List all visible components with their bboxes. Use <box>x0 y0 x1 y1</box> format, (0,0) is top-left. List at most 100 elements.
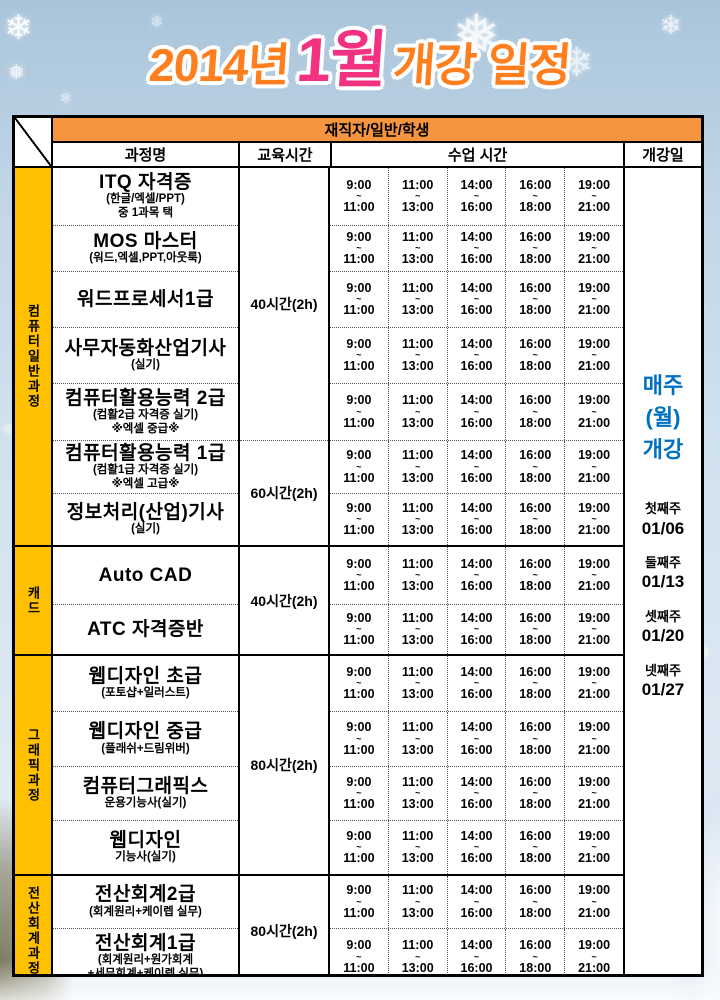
time-row: 9:00 ~11:00 11:00 ~13:00 14:00 ~16:00 16:00 ~18… <box>330 876 623 928</box>
tilde-separator: ~ <box>356 191 362 201</box>
time-row: 9:00 ~11:00 11:00 ~13:00 14:00 ~16:00 16:00 ~18… <box>330 493 623 545</box>
time-end: 11:00 <box>343 960 375 974</box>
course-column: 전산회계2급 (회계원리+케이렙 실무) 전산회계1급 (회계원리+원가회계 +세무회계… <box>53 876 238 974</box>
tilde-separator: ~ <box>356 733 362 744</box>
time-start: 9:00 <box>346 610 372 625</box>
time-start: 14:00 <box>460 448 493 462</box>
course-title: 전산회계2급 <box>95 884 196 906</box>
course-subtitle: ※엑셀 고급※ <box>111 477 180 490</box>
tilde-separator: ~ <box>356 570 362 580</box>
course-cell: ATC 자격증반 <box>53 604 238 654</box>
time-end: 18:00 <box>519 633 552 647</box>
tilde-separator: ~ <box>473 896 480 907</box>
course-cell: 정보처리(산업)기사 (실기) <box>53 493 238 545</box>
title-year: 2014년 <box>147 39 291 91</box>
time-slot-cell: 9:00 ~11:00 <box>330 656 388 711</box>
course-subtitle: (컴활1급 자격증 실기) <box>92 463 199 476</box>
course-subtitle: ※엑셀 중급※ <box>111 422 180 435</box>
time-end: 16:00 <box>460 359 493 373</box>
course-cell: 전산회계1급 (회계원리+원가회계 +세무회계+케이렙 실무) <box>53 928 238 974</box>
course-cell: 웹디자인 기능사(실기) <box>53 820 238 874</box>
time-slot-cell: 16:00 ~18:00 <box>505 494 564 545</box>
time-row: 9:00 ~11:00 11:00 ~13:00 14:00 ~16:00 16:00 ~18… <box>330 820 623 874</box>
time-start: 16:00 <box>519 774 552 789</box>
time-grid: 9:00 ~11:00 11:00 ~13:00 14:00 ~16:00 16:00 ~18… <box>330 547 623 654</box>
time-end: 13:00 <box>401 742 434 757</box>
time-start: 11:00 <box>402 500 434 515</box>
time-end: 11:00 <box>343 359 375 373</box>
time-row: 9:00 ~11:00 11:00 ~13:00 14:00 ~16:00 16:00 ~18… <box>330 604 623 654</box>
course-cell: 사무자동화산업기사 (실기) <box>53 327 238 383</box>
time-slot-cell: 11:00 ~13:00 <box>387 767 447 820</box>
course-subtitle: (포토샵+일러스트) <box>101 687 190 700</box>
time-slot-cell: 16:00 ~18:00 <box>505 821 564 874</box>
tilde-separator: ~ <box>415 624 421 634</box>
course-title: 웹디자인 중급 <box>88 721 203 743</box>
time-slot-cell: 9:00 ~11:00 <box>330 821 388 874</box>
time-slot-cell: 9:00 ~11:00 <box>330 767 388 820</box>
time-start: 14:00 <box>460 774 493 789</box>
tilde-separator: ~ <box>532 406 538 417</box>
time-row: 9:00 ~11:00 11:00 ~13:00 14:00 ~16:00 16:00 ~18… <box>330 547 623 604</box>
time-end: 21:00 <box>578 200 611 214</box>
tilde-separator: ~ <box>415 951 421 962</box>
time-slot-cell: 9:00 ~11:00 <box>330 547 388 604</box>
time-slot-cell: 14:00 ~16:00 <box>446 821 506 874</box>
time-start: 19:00 <box>578 336 611 351</box>
tilde-separator: ~ <box>356 951 362 962</box>
snowflake-icon: ❄ <box>660 10 682 40</box>
time-grid: 9:00 ~11:00 11:00 ~13:00 14:00 ~16:00 16:00 ~18… <box>330 168 623 545</box>
time-start: 19:00 <box>578 500 611 515</box>
time-start: 14:00 <box>460 229 493 244</box>
tilde-separator: ~ <box>532 842 538 852</box>
time-start: 16:00 <box>519 664 552 679</box>
time-end: 21:00 <box>578 303 611 317</box>
time-start: 11:00 <box>402 664 434 679</box>
course-cell: 컴퓨터활용능력 1급 (컴활1급 자격증 실기) ※엑셀 고급※ <box>53 440 238 493</box>
time-start: 11:00 <box>402 556 434 571</box>
course-title: 웹디자인 <box>109 829 182 851</box>
course-section: 전산회계과정 전산회계2급 (회계원리+케이렙 실무) 전산회계1급 (회계원리+원가회… <box>15 874 623 974</box>
time-end: 18:00 <box>519 960 552 974</box>
time-end: 11:00 <box>343 633 375 647</box>
time-slot-cell: 9:00 ~11:00 <box>330 494 388 545</box>
tilde-separator: ~ <box>415 788 421 798</box>
time-start: 11:00 <box>402 177 434 192</box>
time-slot-cell: 11:00 ~13:00 <box>387 328 447 383</box>
time-start: 16:00 <box>519 393 552 407</box>
time-slot-cell: 16:00 ~18:00 <box>505 168 564 225</box>
time-end: 11:00 <box>343 579 375 593</box>
time-start: 9:00 <box>346 883 372 897</box>
table-body: 컴퓨터일반과정 ITQ 자격증 (한글/엑셀/PPT) 중 1과목 택 MOS 마스터(… <box>15 168 701 974</box>
time-start: 9:00 <box>346 448 372 462</box>
time-slot-cell: 19:00 ~21:00 <box>564 226 623 271</box>
tilde-separator: ~ <box>356 243 362 253</box>
hours-cell: 80시간(2h) <box>250 757 318 773</box>
time-end: 13:00 <box>401 797 434 811</box>
time-start: 19:00 <box>578 393 611 407</box>
course-column: 웹디자인 초급 (포토샵+일러스트) 웹디자인 중급 (플래쉬+드림위버) 컴퓨터그래픽… <box>53 656 238 874</box>
time-slot-cell: 14:00 ~16:00 <box>446 929 506 974</box>
course-section: 캐드 Auto CAD ATC 자격증반 40시간(2h) 9:00 ~11:00 11:0… <box>15 545 623 654</box>
time-slot-cell: 16:00 ~18:00 <box>505 656 564 711</box>
header-right: 재직자/일반/학생 과정명 교육시간 수업 시간 개강일 <box>53 118 701 166</box>
time-start: 9:00 <box>346 280 372 295</box>
time-slot-cell: 14:00 ~16:00 <box>446 168 506 225</box>
tilde-separator: ~ <box>591 406 597 417</box>
time-start: 11:00 <box>402 610 434 625</box>
time-slot-cell: 9:00 ~11:00 <box>330 876 388 928</box>
time-start: 9:00 <box>346 336 372 351</box>
time-slot-cell: 14:00 ~16:00 <box>446 605 506 654</box>
tilde-separator: ~ <box>591 951 597 962</box>
time-start: 16:00 <box>519 610 552 625</box>
category-label: 캐드 <box>15 547 53 654</box>
course-cell: 워드프로세서1급 <box>53 271 238 327</box>
time-start: 14:00 <box>460 664 493 679</box>
course-subtitle: (한글/엑셀/PPT) <box>106 193 185 206</box>
time-slot-cell: 11:00 ~13:00 <box>387 656 447 711</box>
diagonal-corner-cell <box>15 118 53 166</box>
time-end: 13:00 <box>401 851 434 865</box>
tilde-separator: ~ <box>356 514 362 524</box>
tilde-separator: ~ <box>591 191 597 201</box>
time-slot-cell: 19:00 ~21:00 <box>564 494 623 545</box>
